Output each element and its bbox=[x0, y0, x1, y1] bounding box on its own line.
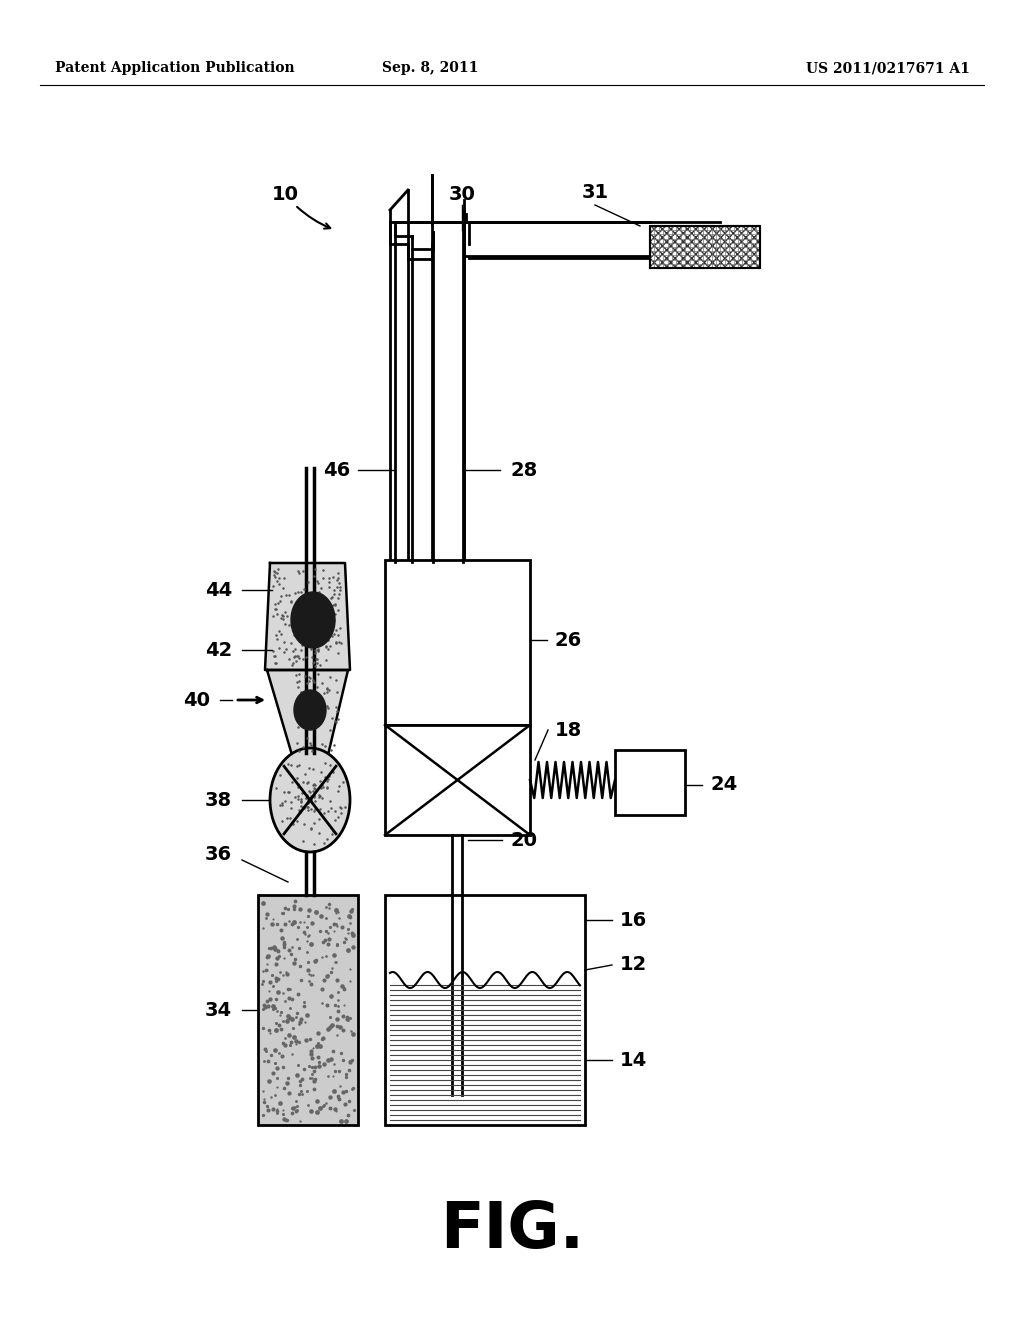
Text: 10: 10 bbox=[271, 186, 299, 205]
Bar bbox=[385, 725, 530, 836]
Text: 26: 26 bbox=[555, 631, 583, 649]
Text: 30: 30 bbox=[449, 186, 475, 205]
Text: Patent Application Publication: Patent Application Publication bbox=[55, 61, 295, 75]
Text: 40: 40 bbox=[183, 690, 210, 710]
Text: 24: 24 bbox=[710, 776, 737, 795]
Ellipse shape bbox=[270, 748, 350, 851]
Text: 42: 42 bbox=[205, 640, 232, 660]
Polygon shape bbox=[291, 591, 335, 648]
Polygon shape bbox=[267, 671, 348, 755]
Text: US 2011/0217671 A1: US 2011/0217671 A1 bbox=[806, 61, 970, 75]
Bar bbox=[615, 750, 685, 814]
Text: 16: 16 bbox=[620, 911, 647, 929]
Text: 14: 14 bbox=[620, 1051, 647, 1069]
Bar bbox=[385, 895, 585, 1125]
Text: 31: 31 bbox=[582, 183, 608, 202]
Text: Sep. 8, 2011: Sep. 8, 2011 bbox=[382, 61, 478, 75]
Polygon shape bbox=[265, 564, 350, 671]
Text: 38: 38 bbox=[205, 791, 232, 809]
Bar bbox=[650, 226, 760, 268]
Bar bbox=[385, 560, 530, 725]
Text: 44: 44 bbox=[205, 581, 232, 599]
Text: FIG.: FIG. bbox=[440, 1199, 584, 1261]
Bar bbox=[258, 895, 358, 1125]
Text: 12: 12 bbox=[620, 956, 647, 974]
Polygon shape bbox=[294, 690, 326, 730]
Text: 36: 36 bbox=[205, 846, 232, 865]
Text: 46: 46 bbox=[323, 461, 350, 479]
Text: 20: 20 bbox=[510, 830, 537, 850]
Text: 28: 28 bbox=[510, 461, 538, 479]
Text: 34: 34 bbox=[205, 1001, 232, 1019]
Text: 18: 18 bbox=[555, 721, 583, 739]
